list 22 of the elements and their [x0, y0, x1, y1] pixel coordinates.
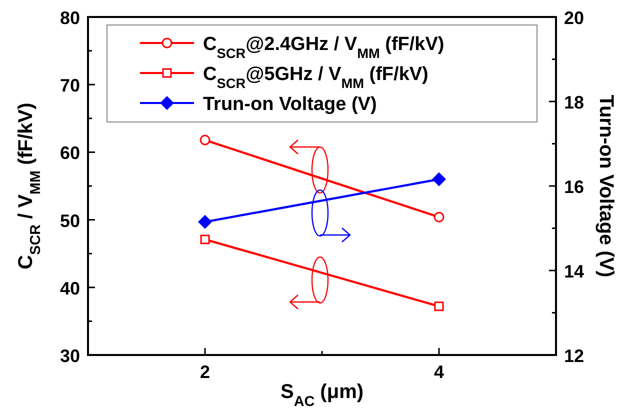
y-tick-label: 40: [60, 278, 80, 298]
point: [434, 302, 444, 312]
point: [434, 212, 444, 222]
y2-axis-title: Turn-on Voltage (V): [595, 94, 617, 278]
point: [200, 234, 210, 244]
x-axis-title: S$_{AC}$ (μm): [280, 381, 364, 410]
legend-label: C$_{SCR}$@5GHz / V$_{MM}$ (fF/kV): [203, 64, 428, 90]
y2-tick-label: 16: [564, 177, 584, 197]
y-tick-label: 30: [60, 346, 80, 366]
legend-label: C$_{SCR}$@2.4GHz / V$_{MM}$ (fF/kV): [203, 34, 444, 60]
legend-label: Trun-on Voltage (V): [203, 94, 377, 115]
y-tick-label: 80: [60, 8, 80, 28]
point: [200, 134, 210, 146]
x-tick-label: 2: [200, 362, 210, 382]
y2-tick-label: 18: [564, 92, 584, 112]
y-tick-label: 60: [60, 143, 80, 164]
y2-tick-label: 20: [564, 8, 584, 28]
y-tick-label: 50: [60, 210, 80, 231]
y2-tick-label: 14: [564, 262, 584, 282]
x-tick-label: 4: [434, 362, 444, 382]
y-tick-label: 70: [60, 76, 80, 96]
y2-tick-label: 12: [564, 346, 584, 366]
